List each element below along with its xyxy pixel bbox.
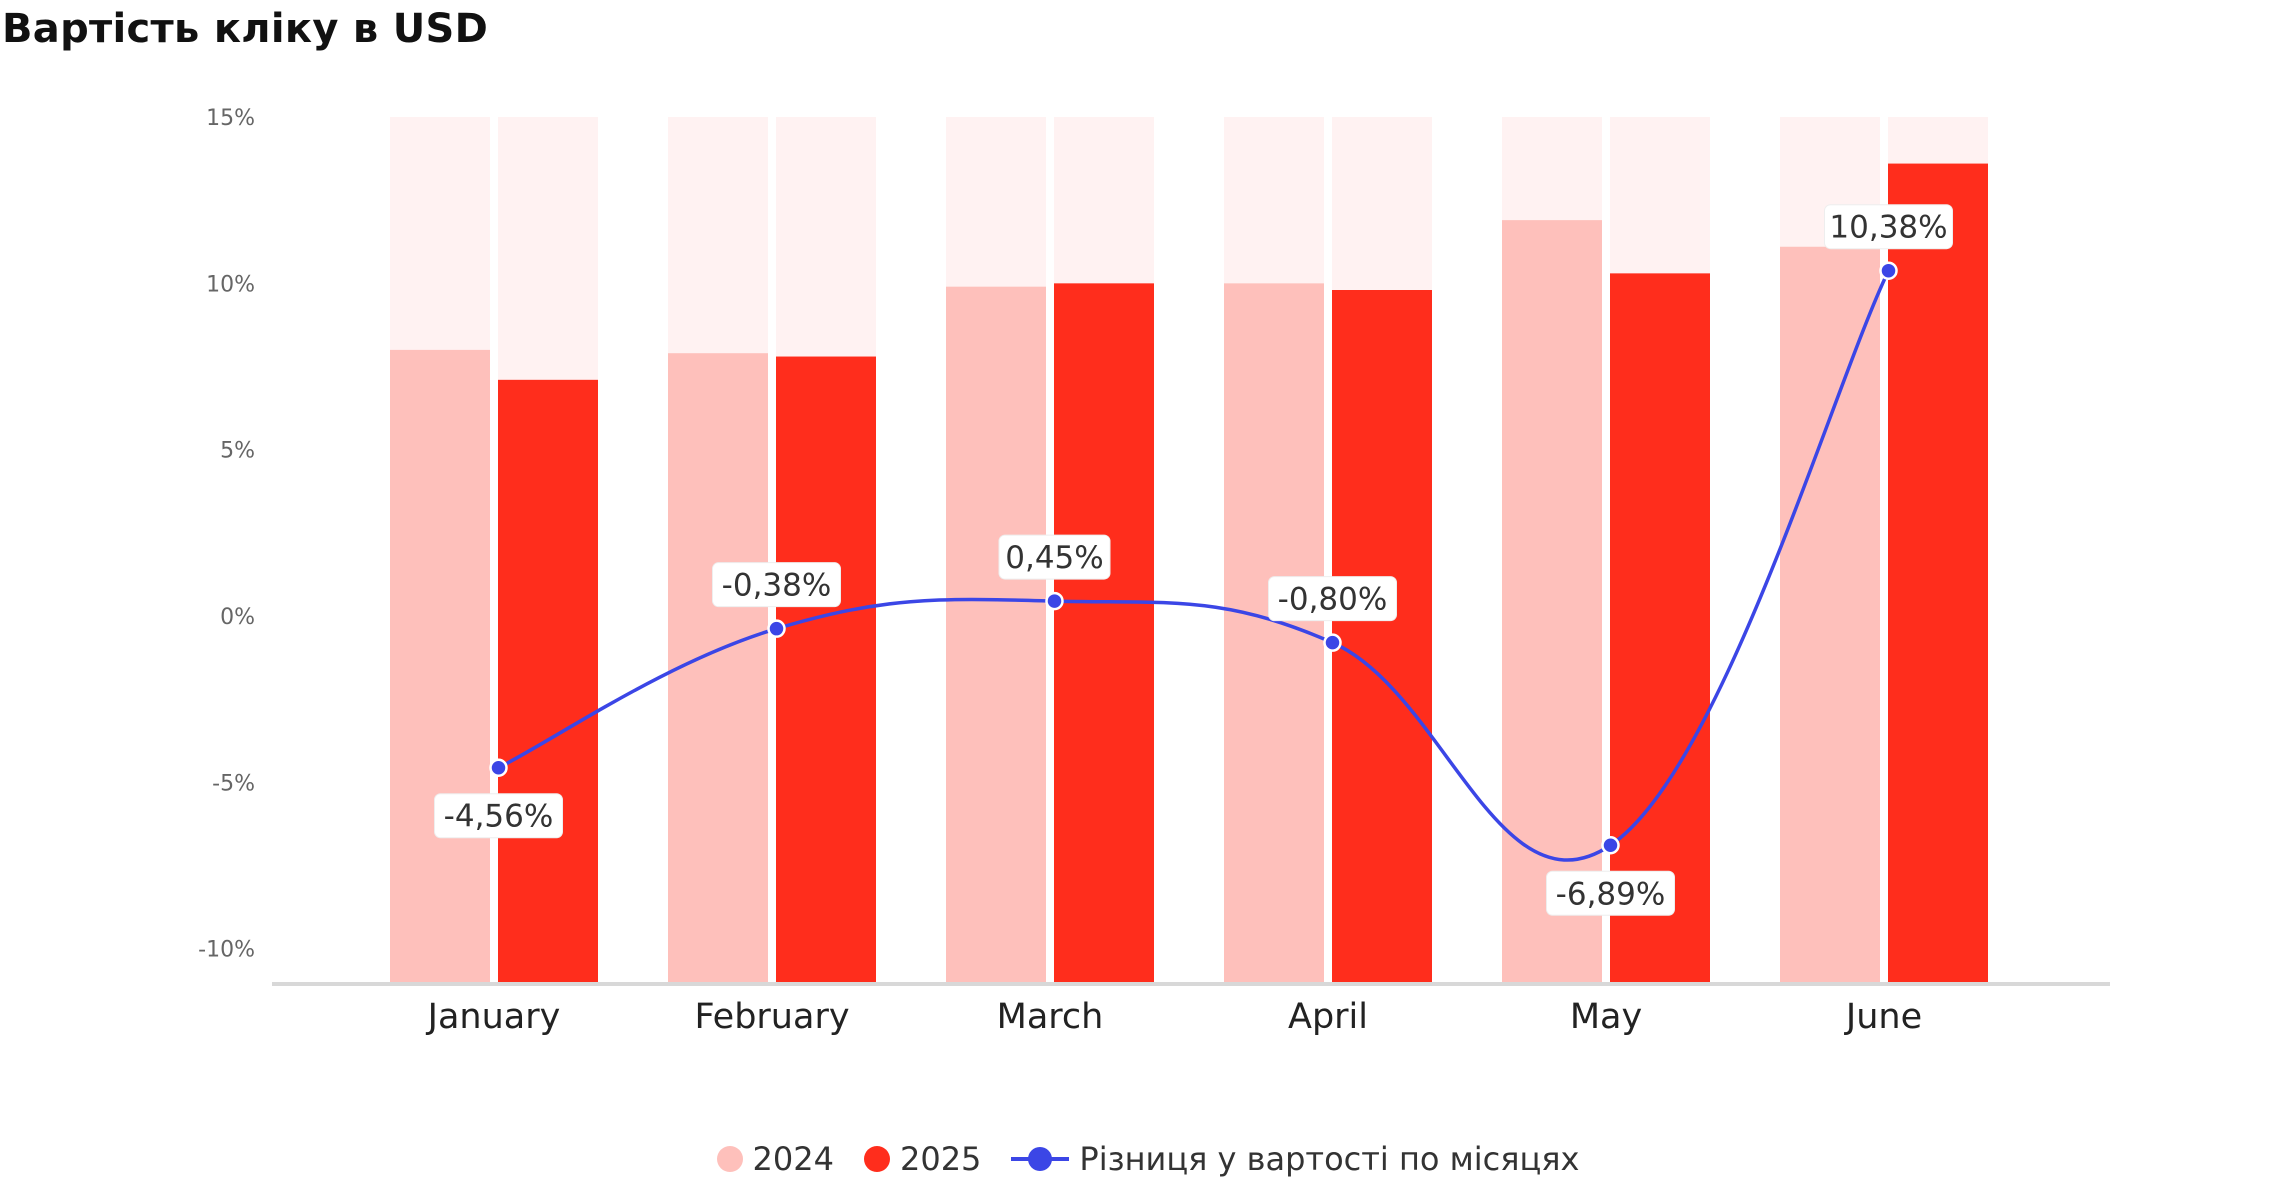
x-tick-label-march: March xyxy=(997,997,1104,1037)
x-tick-label-february: February xyxy=(694,997,849,1037)
difference-point-march xyxy=(1045,591,1064,611)
legend-label-2025: 2025 xyxy=(899,1140,982,1178)
y-tick-label: -5% xyxy=(212,771,255,796)
data-label-january: -4,56% xyxy=(444,799,554,835)
difference-point-january xyxy=(489,758,508,777)
difference-point-june xyxy=(1879,261,1898,280)
y-tick-label: 0% xyxy=(220,605,255,630)
x-tick-label-june: June xyxy=(1844,997,1922,1037)
data-label-may: -6,89% xyxy=(1556,876,1666,912)
difference-point-april xyxy=(1323,633,1342,652)
difference-point-may xyxy=(1601,836,1620,855)
data-label-box xyxy=(1824,204,1953,250)
difference-labels: -4,56% -0,38% 0,45% -0,80% -6,89% 10,38% xyxy=(434,204,1953,916)
bar-2024-june xyxy=(1780,246,1880,982)
legend-item-2025[interactable]: 2025 xyxy=(863,1140,982,1178)
y-tick-label: -10% xyxy=(198,938,255,963)
data-label-box xyxy=(998,534,1111,580)
data-label-box xyxy=(434,793,563,839)
bar-2024-february xyxy=(668,353,768,982)
y-tick-label: 15% xyxy=(206,106,255,131)
legend-swatch-2024 xyxy=(716,1146,743,1172)
bar-2024-january xyxy=(390,349,490,982)
x-axis-ticks: January February March April May June xyxy=(426,997,1922,1037)
data-label-february: -0,38% xyxy=(722,568,832,604)
data-label-box xyxy=(1268,576,1397,622)
legend-label-2024: 2024 xyxy=(752,1140,834,1178)
data-label-june: 10,38% xyxy=(1829,210,1947,246)
legend-item-difference[interactable]: Різниця у вартості по місяцях xyxy=(1011,1140,1579,1178)
legend: 2024 2025 Різниця у вартості по місяцях xyxy=(0,1140,2296,1178)
bar-2025-april xyxy=(1332,290,1432,982)
x-tick-label-january: January xyxy=(426,997,561,1037)
legend-swatch-difference xyxy=(1011,1146,1070,1172)
bar-2025-june xyxy=(1888,163,1988,983)
bar-2025-may xyxy=(1610,273,1710,983)
bar-2025-february xyxy=(776,356,876,982)
chart-title: Вартість кліку в USD xyxy=(2,6,489,52)
data-label-march: 0,45% xyxy=(1005,540,1103,576)
data-label-april: -0,80% xyxy=(1278,582,1388,618)
legend-swatch-2025 xyxy=(863,1146,890,1172)
x-tick-label-april: April xyxy=(1288,997,1368,1037)
bar-2025-january xyxy=(498,379,598,983)
legend-label-difference: Різниця у вартості по місяцях xyxy=(1079,1140,1580,1178)
x-tick-label-may: May xyxy=(1570,997,1642,1037)
bar-2025-march xyxy=(1054,283,1154,982)
legend-item-2024[interactable]: 2024 xyxy=(716,1140,834,1178)
bar-2024-march xyxy=(946,286,1046,982)
y-tick-label: 5% xyxy=(220,439,255,464)
difference-line xyxy=(489,261,1898,862)
data-label-box xyxy=(1546,870,1675,916)
bar-2024-may xyxy=(1502,220,1602,982)
data-label-box xyxy=(712,562,841,608)
bar-backgrounds xyxy=(390,117,1988,982)
difference-point-february xyxy=(767,619,786,638)
y-tick-label: 10% xyxy=(206,272,255,297)
y-axis-ticks: 15% 10% 5% 0% -5% -10% xyxy=(198,106,255,963)
bars xyxy=(390,163,1988,983)
